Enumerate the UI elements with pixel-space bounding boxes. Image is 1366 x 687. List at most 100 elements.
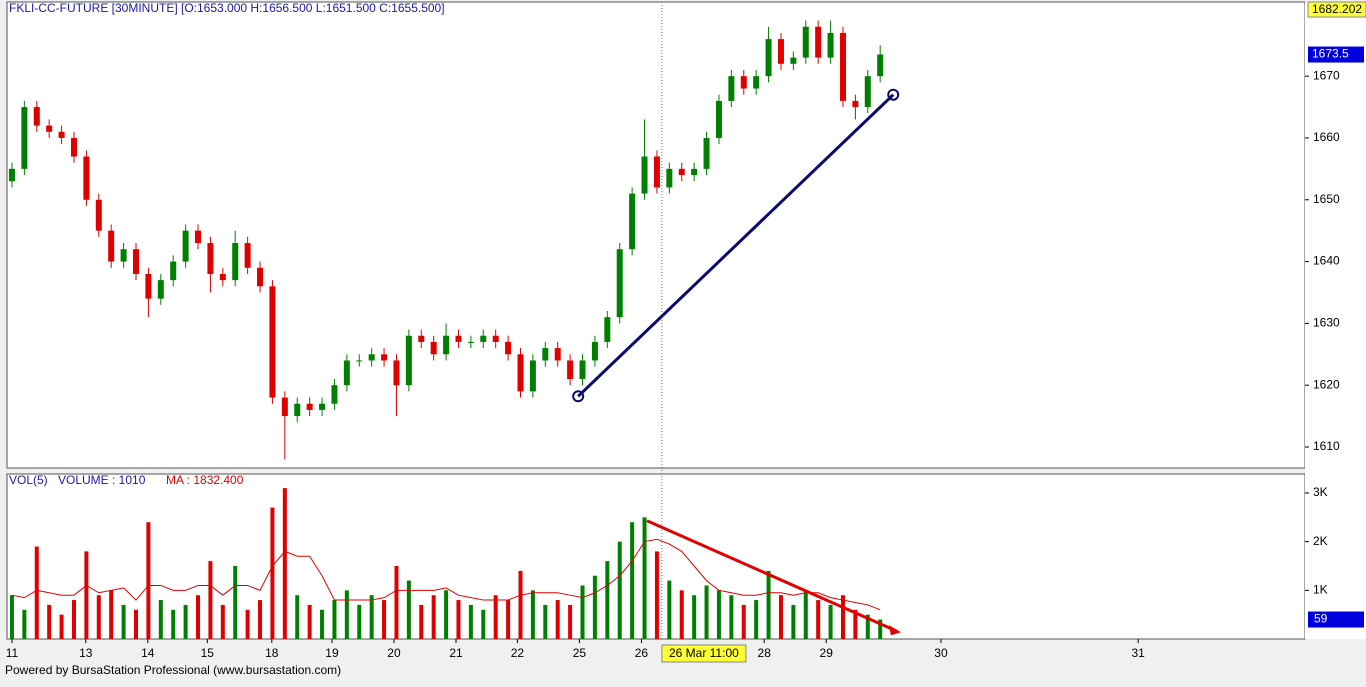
volume-bar — [196, 595, 201, 639]
chart-title: FKLI-CC-FUTURE [30MINUTE] [O:1653.000 H:… — [9, 1, 445, 15]
volume-bar — [692, 595, 697, 639]
volume-bar — [406, 580, 411, 639]
volume-bar — [592, 575, 597, 639]
y-tick-label: 1630 — [1313, 316, 1340, 330]
volume-bar — [431, 595, 436, 639]
volume-bar — [568, 604, 573, 639]
candle-body — [306, 403, 313, 410]
volume-bar — [382, 600, 387, 639]
candle-body — [46, 125, 53, 132]
volume-bar — [791, 604, 796, 639]
x-tick-label: 31 — [1131, 646, 1145, 660]
volume-bar — [84, 551, 89, 639]
y-tick-label: 1K — [1313, 582, 1328, 596]
last-price-label: 1673.5 — [1312, 47, 1349, 61]
volume-bar — [245, 609, 250, 639]
candle-body — [765, 39, 772, 77]
volume-bar — [270, 507, 275, 639]
volume-bar — [667, 580, 672, 639]
x-tick-label: 22 — [511, 646, 525, 660]
x-tick-label: 21 — [449, 646, 463, 660]
y-tick-label: 1640 — [1313, 254, 1340, 268]
candle-body — [753, 76, 760, 89]
volume-bar — [468, 604, 473, 639]
candle-body — [319, 403, 326, 410]
cursor-label-bg — [661, 644, 747, 663]
volume-bar — [543, 604, 548, 639]
volume-bar — [630, 522, 635, 639]
axis-area — [1305, 2, 1366, 639]
volume-bar — [754, 600, 759, 639]
volume-bar — [555, 600, 560, 639]
volume-bar — [22, 609, 27, 639]
volume-bar — [233, 565, 238, 639]
trend-handle — [572, 390, 585, 403]
candle-body — [554, 348, 561, 361]
candle-body — [467, 341, 474, 343]
candle-body — [505, 341, 512, 355]
volume-bar — [778, 595, 783, 639]
volume-bar — [158, 600, 163, 639]
candle-body — [703, 137, 710, 169]
candle-body — [691, 168, 698, 176]
volume-title: VOL(5) — [9, 473, 48, 487]
candle-body — [455, 335, 462, 342]
last-volume-bg — [1308, 611, 1364, 628]
volume-bar — [617, 541, 622, 639]
x-tick-label: 25 — [573, 646, 587, 660]
volume-bar — [729, 595, 734, 639]
volume-bar — [840, 595, 845, 639]
volume-bar — [394, 565, 399, 639]
candle-body — [244, 243, 251, 268]
ma-label: MA : 1832.400 — [166, 473, 244, 487]
candle-body — [653, 156, 660, 188]
candle-body — [728, 76, 735, 101]
candle-body — [864, 76, 871, 108]
volume-bar — [878, 619, 883, 639]
candle-body — [405, 335, 412, 386]
volume-bar — [369, 595, 374, 639]
candle-body — [157, 280, 164, 299]
volume-bar — [133, 609, 138, 639]
volume-bar — [481, 609, 486, 639]
y-tick-label: 1660 — [1313, 130, 1340, 144]
volume-bar — [654, 551, 659, 639]
x-tick-label: 18 — [265, 646, 279, 660]
volume-bar — [766, 570, 771, 639]
price-panel — [6, 1, 1306, 469]
candle-body — [604, 317, 611, 342]
volume-bar — [605, 561, 610, 639]
candle-body — [616, 249, 623, 318]
volume-bar — [357, 604, 362, 639]
candle-body — [777, 39, 784, 64]
volume-bar — [828, 604, 833, 639]
volume-bar — [580, 585, 585, 639]
volume-bar — [741, 604, 746, 639]
volume-bar — [679, 590, 684, 639]
candle-body — [95, 199, 102, 231]
top-price-label: 1682.202 — [1312, 2, 1362, 16]
volume-bar — [258, 600, 263, 639]
x-tick-label: 29 — [820, 646, 834, 660]
candle-body — [83, 156, 90, 200]
volume-trend-line — [646, 519, 898, 633]
volume-bar — [307, 604, 312, 639]
arrow-head — [888, 625, 901, 636]
candle-body — [232, 243, 239, 281]
candle-body — [430, 341, 437, 355]
candle-body — [182, 230, 189, 262]
volume-bar — [419, 604, 424, 639]
candle-body — [567, 360, 574, 380]
y-tick-label: 1610 — [1313, 439, 1340, 453]
y-tick-label: 1670 — [1313, 68, 1340, 82]
volume-bar — [121, 604, 126, 639]
candle-body — [839, 32, 846, 101]
volume-label: VOLUME : 1010 — [58, 473, 146, 487]
volume-bar — [506, 600, 511, 639]
volume-bar — [47, 604, 52, 639]
x-tick-label: 26 — [635, 646, 649, 660]
candle-body — [269, 286, 276, 398]
trend-handle — [887, 88, 900, 101]
candle-body — [8, 168, 15, 182]
candle-body — [852, 100, 859, 108]
